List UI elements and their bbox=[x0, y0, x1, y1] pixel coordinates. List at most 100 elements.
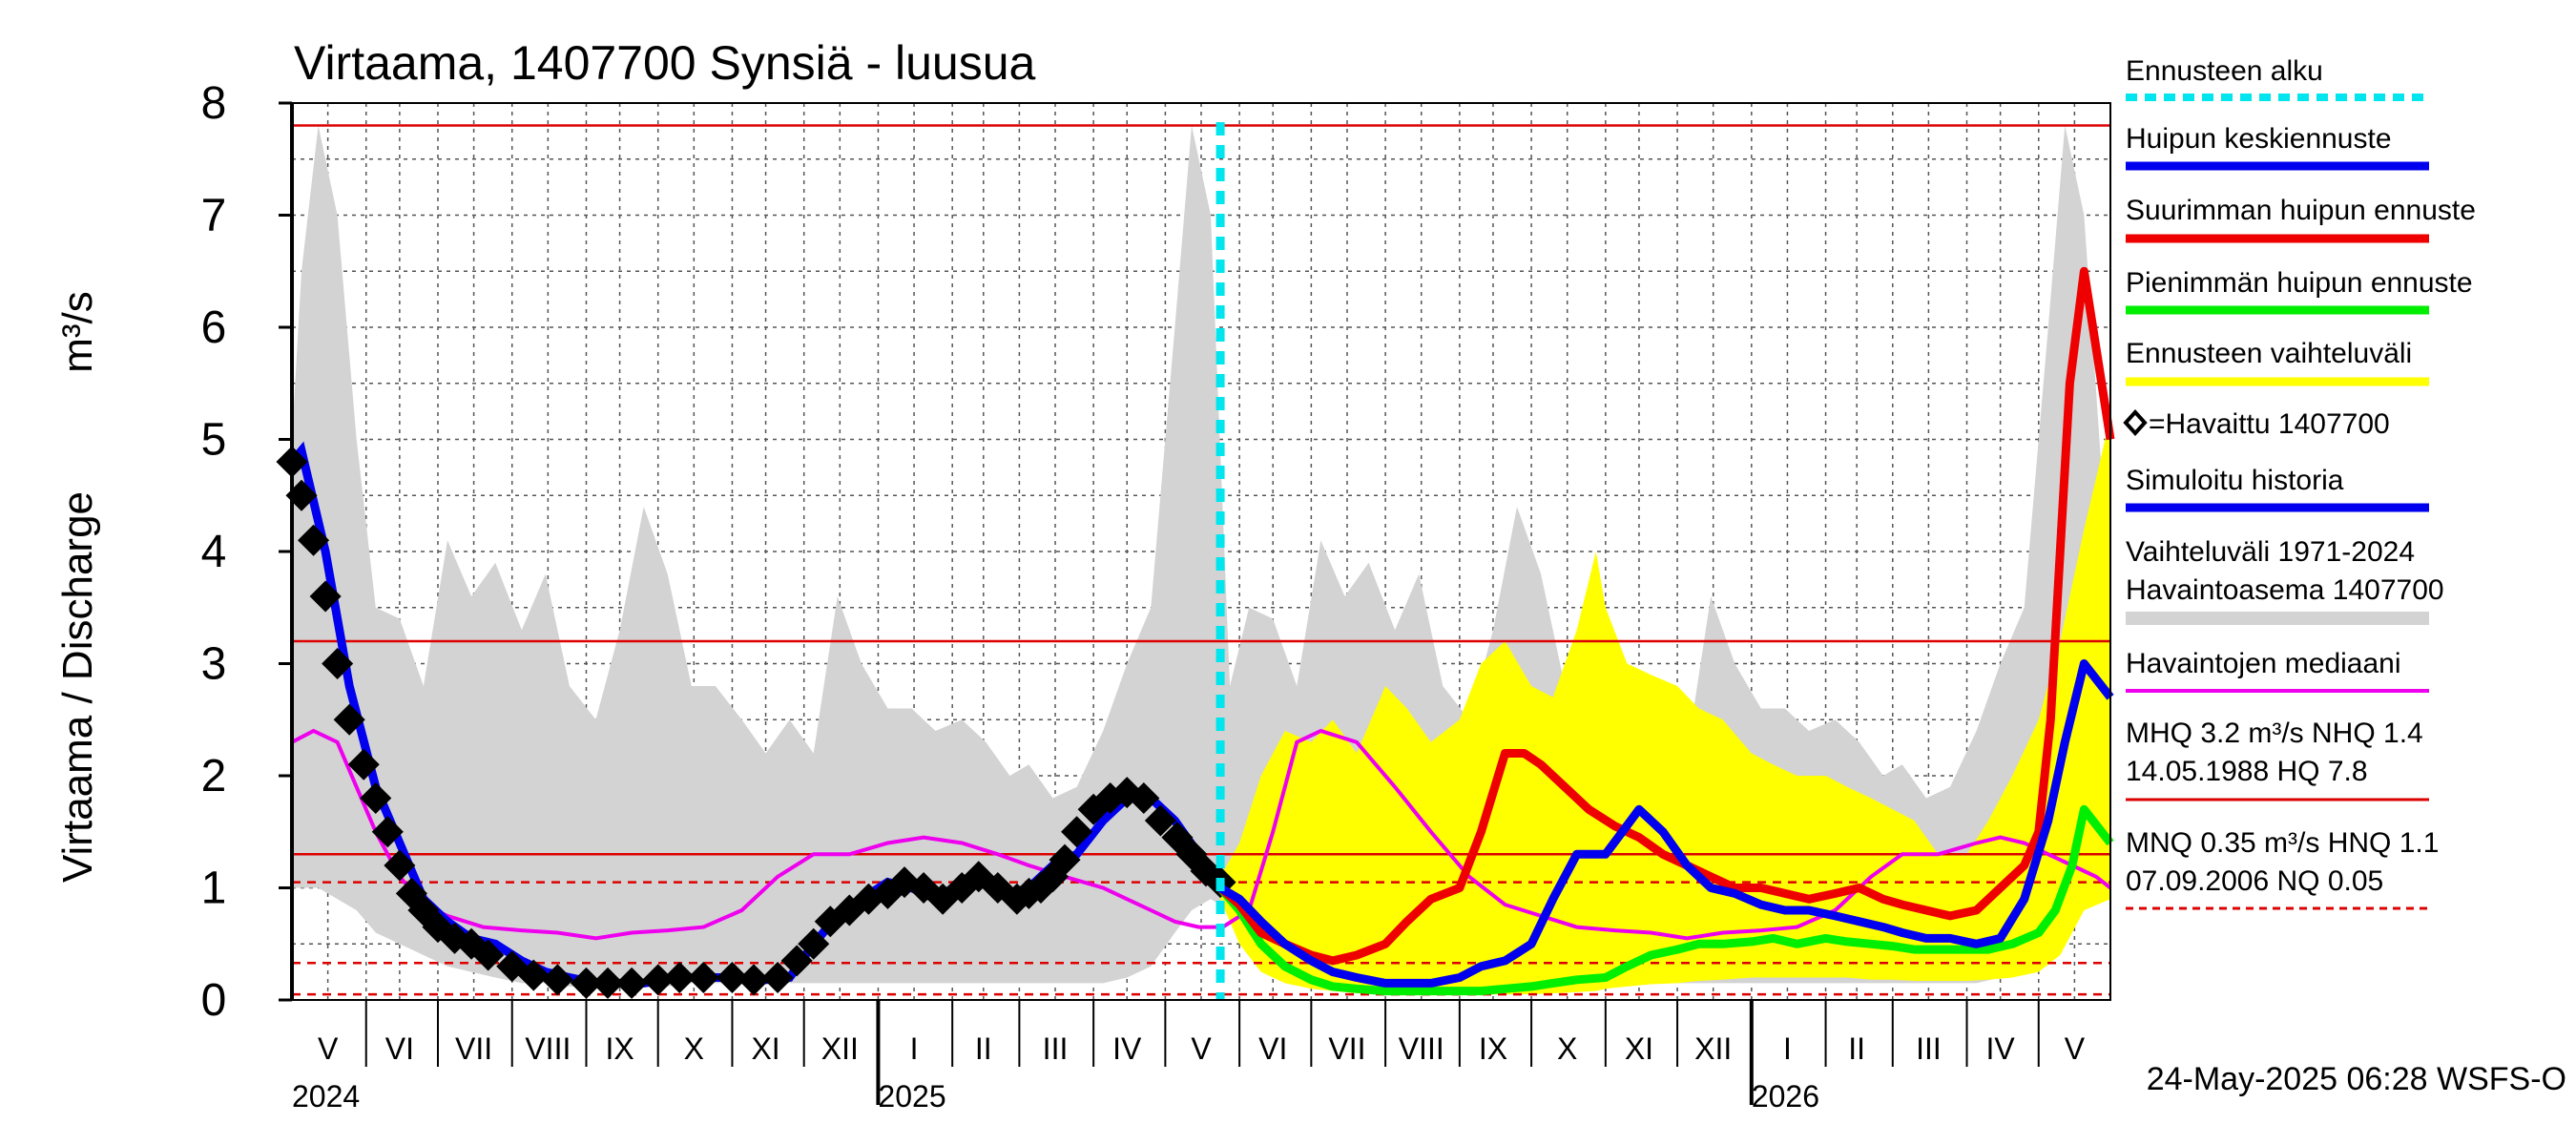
mean-forecast-line bbox=[1217, 659, 2114, 988]
observed-marker bbox=[371, 816, 404, 848]
legend-mnq-line1: MNQ 0.35 m³/s HNQ 1.1 bbox=[2126, 827, 2439, 859]
x-month-label: IV bbox=[1986, 1031, 2016, 1066]
legend: Ennusteen alku Huipun keskiennuste Suurimm… bbox=[2123, 55, 2476, 910]
observed-marker bbox=[1036, 861, 1070, 893]
observed-marker bbox=[517, 959, 550, 991]
observed-marker bbox=[333, 703, 365, 736]
x-month-label: V bbox=[318, 1031, 339, 1066]
observed-marker bbox=[347, 748, 380, 781]
observed-marker bbox=[422, 911, 454, 944]
legend-mean-forecast-label: Huipun keskiennuste bbox=[2126, 123, 2392, 155]
median-line bbox=[291, 728, 2112, 941]
observed-marker bbox=[1128, 781, 1160, 815]
x-year-label: 2025 bbox=[878, 1079, 945, 1114]
legend-median-label: Havaintojen mediaani bbox=[2126, 648, 2401, 679]
y-tick-label: 0 bbox=[201, 975, 227, 1026]
observed-marker bbox=[541, 964, 573, 996]
x-month-label: IV bbox=[1112, 1031, 1142, 1066]
legend-range-label-2: Havaintoasema 1407700 bbox=[2126, 574, 2444, 606]
legend-mhq-line2: 14.05.1988 HQ 7.8 bbox=[2126, 756, 2368, 787]
y-tick-label: 8 bbox=[201, 78, 227, 129]
x-month-label: XII bbox=[821, 1031, 859, 1066]
observed-marker bbox=[384, 849, 416, 882]
observed-marker bbox=[833, 894, 865, 926]
observed-marker bbox=[570, 967, 603, 999]
legend-range-label-1: Vaihteluväli 1971-2024 bbox=[2126, 536, 2415, 568]
legend-min-forecast-label: Pienimmän huipun ennuste bbox=[2126, 267, 2473, 299]
observed-marker bbox=[1061, 816, 1093, 848]
x-month-label: VII bbox=[455, 1031, 492, 1066]
observed-marker bbox=[309, 580, 342, 613]
observed-marker bbox=[1111, 777, 1143, 809]
y-tick-label: 5 bbox=[201, 415, 227, 466]
observed-marker bbox=[360, 781, 392, 815]
x-month-label: X bbox=[1557, 1031, 1577, 1066]
observed-marker bbox=[439, 922, 471, 954]
x-year-label: 2026 bbox=[1752, 1079, 1819, 1114]
min-forecast-line bbox=[1216, 804, 2114, 996]
y-axis-label: Virtaama / Discharge bbox=[54, 491, 101, 883]
y-tick-label: 2 bbox=[201, 751, 227, 802]
x-month-label: XI bbox=[1625, 1031, 1653, 1066]
observed-marker bbox=[472, 939, 505, 971]
legend-mhq-line1: MHQ 3.2 m³/s NHQ 1.4 bbox=[2126, 718, 2423, 749]
observed-marker bbox=[298, 524, 330, 556]
x-month-label: V bbox=[1191, 1031, 1212, 1066]
observed-marker bbox=[798, 927, 830, 960]
legend-max-forecast-label: Suurimman huipun ennuste bbox=[2126, 195, 2476, 226]
observed-marker bbox=[407, 894, 440, 926]
legend-observed-label: =Havaittu 1407700 bbox=[2149, 408, 2390, 440]
x-month-label: VI bbox=[1258, 1031, 1287, 1066]
observed-marker bbox=[1161, 822, 1194, 854]
x-month-label: II bbox=[975, 1031, 992, 1066]
x-month-label: V bbox=[2065, 1031, 2086, 1066]
y-axis-unit: m³/s bbox=[54, 291, 101, 373]
x-month-label: XI bbox=[751, 1031, 779, 1066]
x-month-label: II bbox=[1848, 1031, 1865, 1066]
x-month-label: I bbox=[1783, 1031, 1792, 1066]
y-tick-label: 3 bbox=[201, 639, 227, 690]
legend-mnq-line2: 07.09.2006 NQ 0.05 bbox=[2126, 865, 2383, 897]
x-month-label: VII bbox=[1328, 1031, 1365, 1066]
observed-marker bbox=[761, 961, 794, 994]
x-month-label: III bbox=[1916, 1031, 1942, 1066]
x-month-label: I bbox=[910, 1031, 919, 1066]
observed-marker bbox=[592, 967, 624, 999]
observed-marker bbox=[814, 906, 846, 938]
observed-marker bbox=[1144, 804, 1176, 837]
timestamp: 24-May-2025 06:28 WSFS-O bbox=[2147, 1061, 2566, 1097]
y-tick-label: 6 bbox=[201, 302, 227, 353]
observed-marker bbox=[926, 883, 959, 915]
x-month-label: III bbox=[1043, 1031, 1069, 1066]
observed-marker bbox=[663, 961, 696, 994]
plot-area bbox=[276, 103, 2115, 1000]
observed-marker bbox=[615, 967, 648, 999]
observed-marker bbox=[395, 877, 427, 909]
observed-marker bbox=[687, 961, 719, 994]
x-month-label: VI bbox=[385, 1031, 414, 1066]
observed-marker bbox=[1049, 843, 1081, 876]
legend-simulated-label: Simuloitu historia bbox=[2126, 465, 2344, 496]
legend-observed-marker bbox=[2123, 409, 2148, 436]
y-tick-label: 4 bbox=[201, 527, 227, 577]
observed-marker bbox=[982, 871, 1014, 905]
x-month-label: XII bbox=[1694, 1031, 1732, 1066]
observed-marker bbox=[963, 861, 995, 893]
observed-marker bbox=[737, 964, 770, 996]
observed-marker bbox=[907, 871, 940, 905]
observed-marker bbox=[496, 950, 529, 983]
x-month-label: IX bbox=[605, 1031, 634, 1066]
observed-marker bbox=[322, 647, 354, 680]
x-month-label: IX bbox=[1479, 1031, 1507, 1066]
chart-title: Virtaama, 1407700 Synsiä - luusua bbox=[294, 36, 1036, 90]
x-month-label: X bbox=[684, 1031, 704, 1066]
legend-forecast-range-label: Ennusteen vaihteluväli bbox=[2126, 338, 2412, 369]
y-tick-label: 1 bbox=[201, 864, 227, 914]
observed-marker bbox=[716, 961, 748, 994]
forecast-range-band bbox=[1220, 417, 2110, 995]
x-month-label: VIII bbox=[525, 1031, 571, 1066]
observed-marker bbox=[1175, 838, 1208, 870]
x-year-label: 2024 bbox=[292, 1079, 360, 1114]
